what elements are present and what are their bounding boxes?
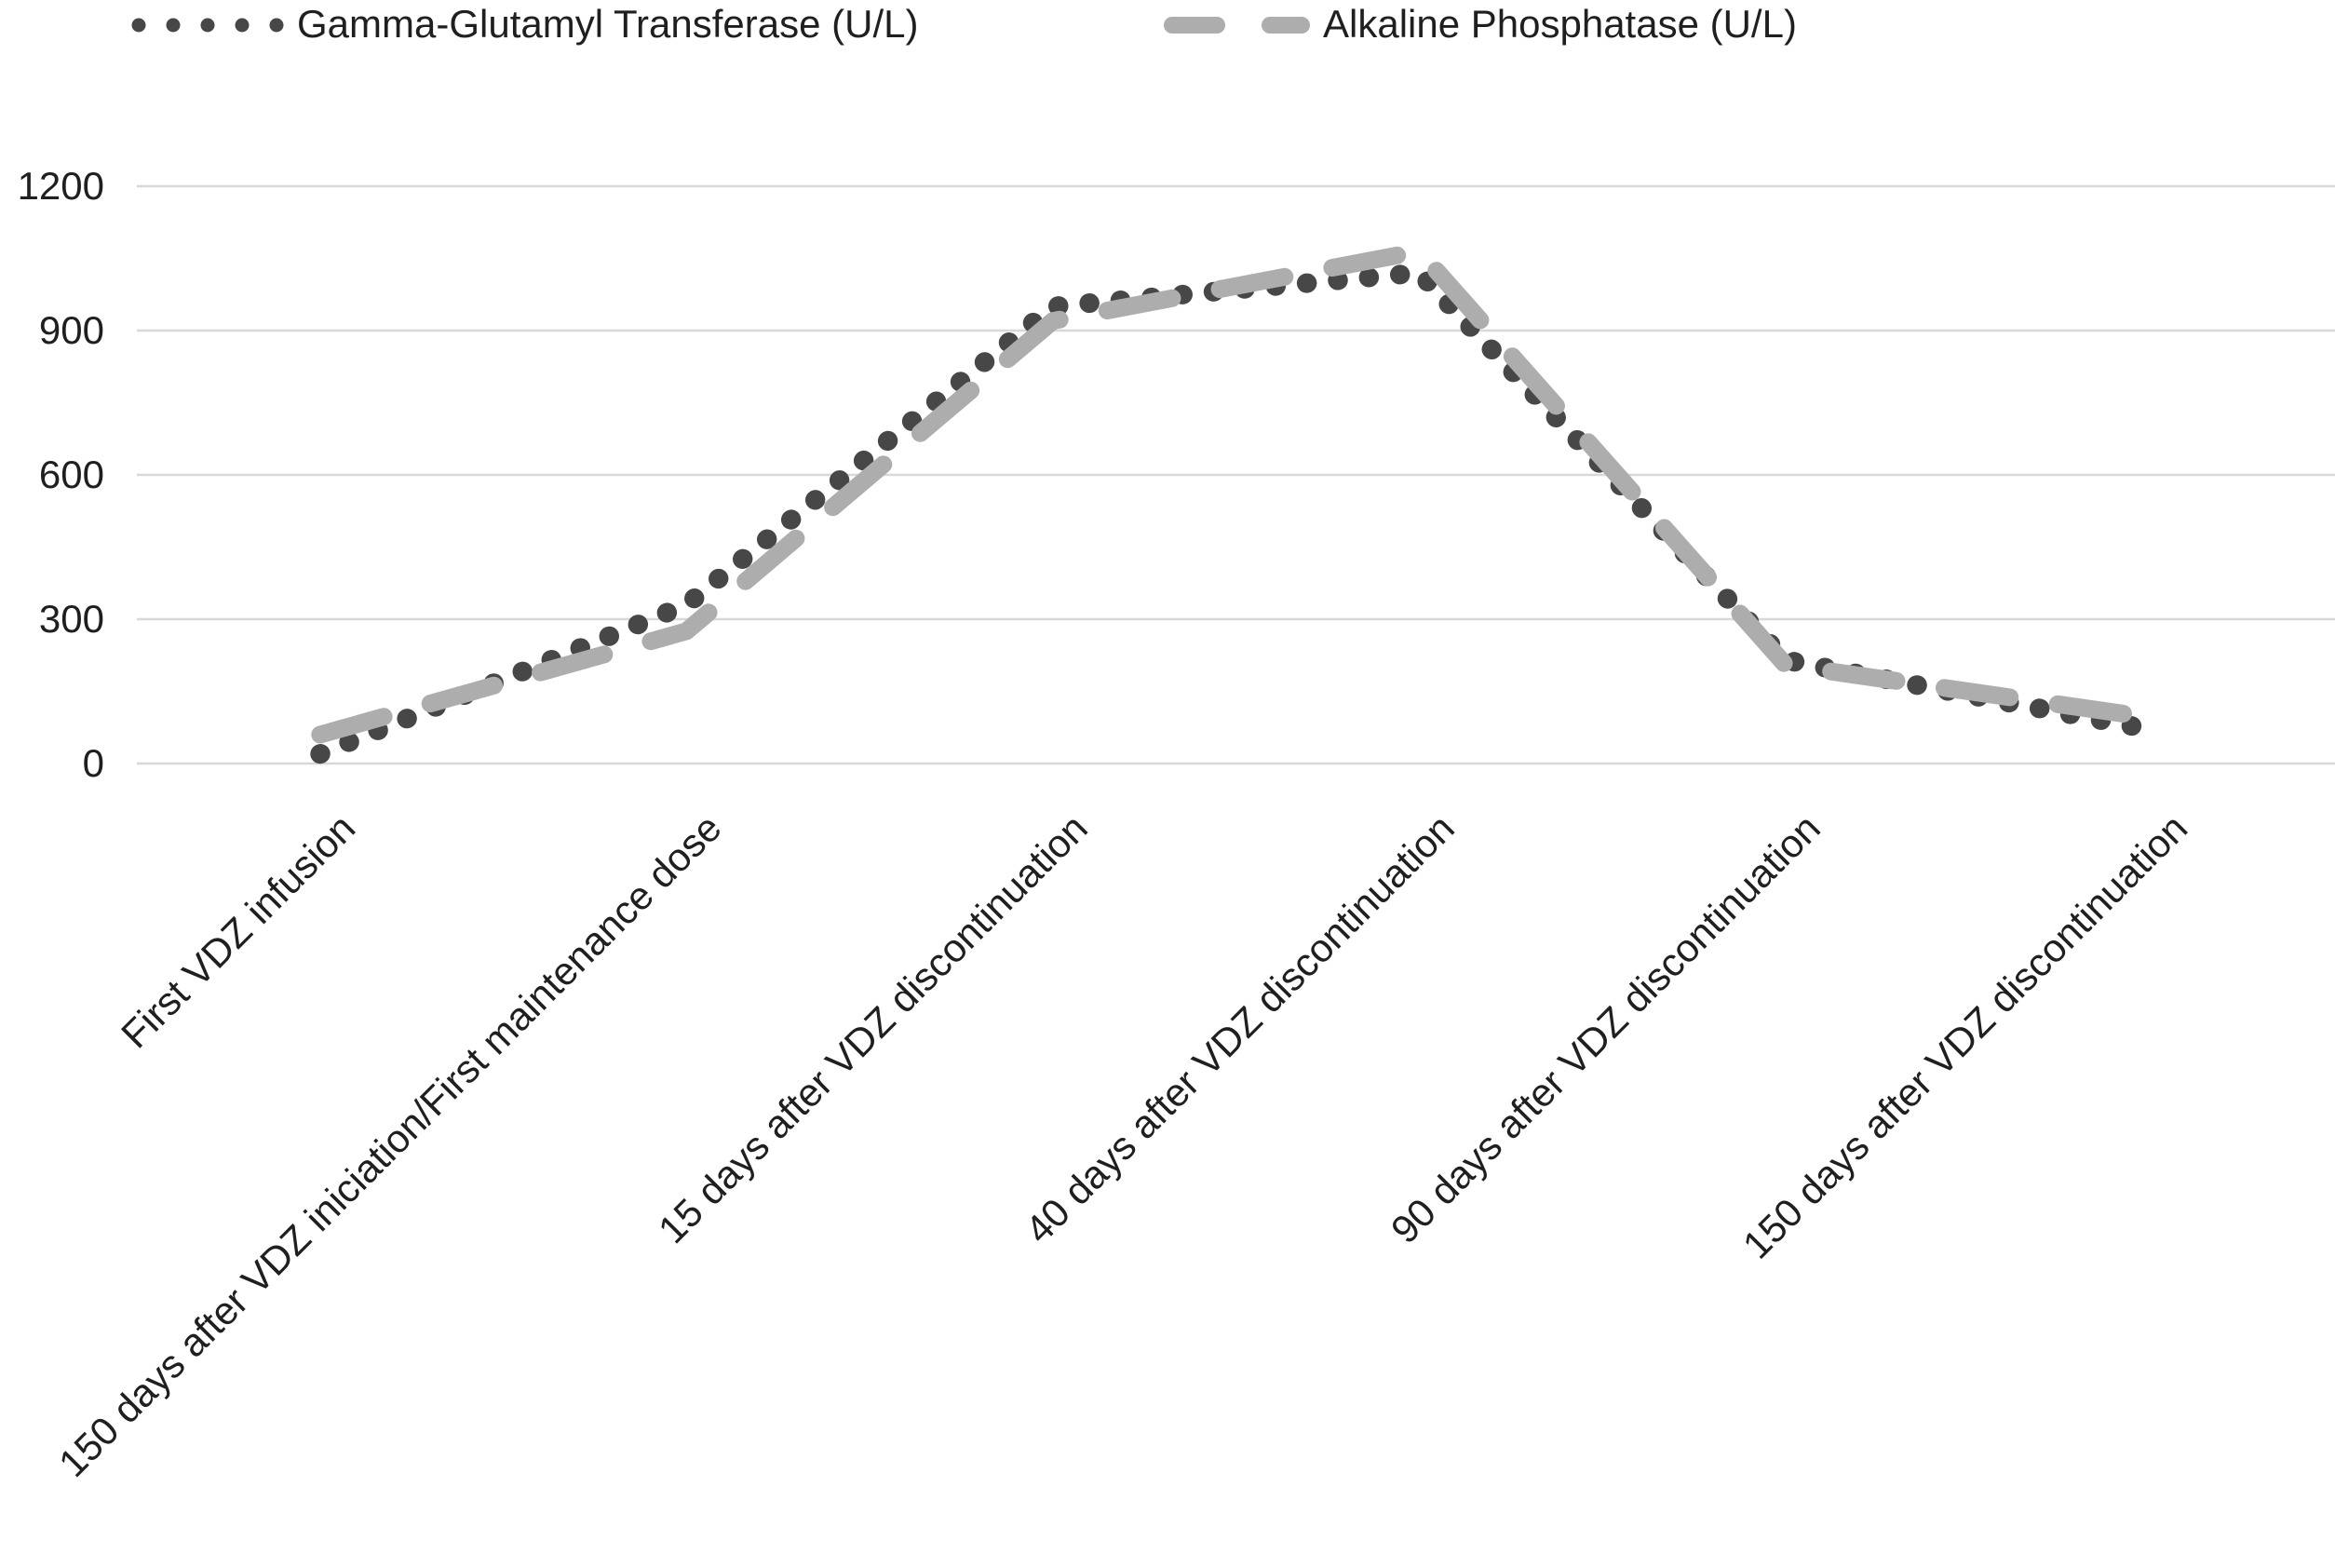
legend-label-ggt: Gamma-Glutamyl Transferase (U/L) xyxy=(297,2,919,46)
legend-item-alp: Alkaline Phosphatase (U/L) xyxy=(1161,2,1797,47)
y-tick-label: 900 xyxy=(38,308,104,352)
y-tick-label: 0 xyxy=(82,741,104,785)
y-tick-label: 1200 xyxy=(17,164,104,208)
y-tick-label: 600 xyxy=(38,453,104,496)
alp-dashed-line-icon xyxy=(1164,17,1310,34)
legend-label-alp: Alkaline Phosphatase (U/L) xyxy=(1323,2,1797,46)
legend-item-ggt: Gamma-Glutamyl Transferase (U/L) xyxy=(128,2,919,47)
series-line-alp xyxy=(311,242,2161,744)
ggt-dotted-line-icon xyxy=(131,18,284,33)
y-tick-label: 300 xyxy=(38,597,104,641)
